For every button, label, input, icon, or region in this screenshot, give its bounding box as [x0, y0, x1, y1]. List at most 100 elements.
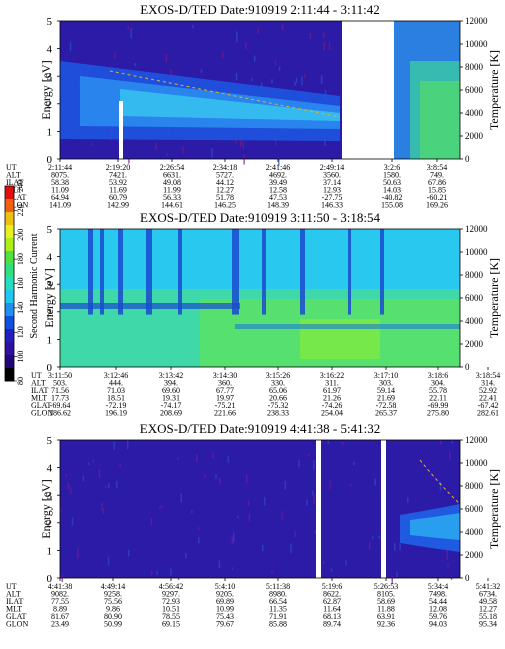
orbit-cell-mlt: 10.51 [162, 605, 180, 614]
orbit-row-label: ALT [31, 379, 46, 388]
segment-right-peak [420, 81, 460, 159]
noise-mark [198, 527, 200, 530]
noise-mark [313, 494, 315, 504]
noise-mark [323, 560, 325, 565]
noise-mark [295, 77, 298, 83]
orbit-cell-mlt: 12.27 [479, 605, 497, 614]
orbit-row-label: UT [6, 582, 17, 591]
orbit-cell-alt: 503. [53, 379, 67, 388]
noise-mark [237, 515, 239, 518]
noise-mark [69, 487, 72, 495]
orbit-cell-alt: 444. [109, 379, 123, 388]
orbit-cell-alt: 749. [430, 171, 444, 180]
y2-tick-label: 0 [465, 154, 470, 164]
orbit-cell-ut: 5:4:10 [215, 582, 235, 591]
energy-band-peak [120, 89, 340, 121]
orbit-cell-ut: 3:15:26 [266, 371, 290, 380]
orbit-cell-glon: 254.04 [321, 409, 343, 418]
noise-mark [396, 571, 398, 577]
orbit-cell-mlt: 17.73 [51, 394, 69, 403]
orbit-cell-ut: 3:18:6 [428, 371, 448, 380]
y-tick-label: 0 [47, 362, 53, 374]
noise-mark [321, 441, 324, 444]
colorbar-swatch [5, 355, 14, 369]
noise-mark [107, 556, 110, 566]
noise-mark [218, 560, 221, 569]
noise-mark [227, 455, 230, 463]
noise-mark [306, 499, 308, 506]
orbit-cell-glat: -75.32 [268, 401, 289, 410]
noise-mark [71, 517, 74, 526]
orbit-row-label: GLAT [6, 612, 27, 621]
y2-tick-label: 12000 [465, 224, 488, 234]
orbit-cell-glon: 265.37 [375, 409, 397, 418]
noise-mark [88, 462, 90, 466]
noise-mark [77, 548, 79, 559]
orbit-cell-mlt: 11.88 [377, 605, 395, 614]
noise-mark [150, 518, 153, 525]
orbit-cell-ilat: 37.14 [323, 178, 341, 187]
orbit-row-label: UT [6, 163, 17, 172]
y-tick-label: 4 [47, 44, 53, 56]
orbit-cell-mlt: 18.51 [107, 394, 125, 403]
y2-tick-label: 0 [465, 573, 470, 583]
orbit-cell-glat: 64.94 [51, 193, 69, 202]
orbit-cell-ilat: 77.55 [51, 597, 69, 606]
orbit-row-label: ILAT [6, 178, 23, 187]
noise-mark [320, 75, 323, 85]
noise-mark [281, 511, 284, 520]
noise-mark [211, 148, 213, 158]
colorbar-swatch [5, 290, 14, 304]
y2-tick-label: 2000 [465, 131, 484, 141]
noise-mark [271, 79, 273, 84]
orbit-cell-alt: 7421. [109, 171, 127, 180]
noise-mark [372, 535, 374, 540]
chart-title: EXOS-D/TED Date:910919 2:11:44 - 3:11:42 [140, 2, 380, 17]
orbit-cell-mlt: 10.99 [216, 605, 234, 614]
orbit-cell-glat: -40.82 [382, 193, 403, 202]
blue-streak [88, 229, 93, 315]
orbit-cell-mlt: 11.09 [51, 186, 69, 195]
orbit-cell-glon: 186.62 [49, 409, 71, 418]
noise-mark [274, 59, 277, 66]
noise-mark [345, 560, 347, 566]
noise-mark [130, 27, 132, 39]
orbit-cell-glat: 81.67 [51, 612, 69, 621]
colorbar-swatch [5, 368, 14, 382]
colorbar-swatch [5, 303, 14, 317]
noise-mark [198, 537, 200, 544]
noise-mark [271, 570, 273, 573]
orbit-cell-glon: 23.49 [51, 620, 69, 629]
spectrogram-panel-3: EXOS-D/TED Date:910919 4:41:38 - 5:41:32… [6, 421, 501, 629]
orbit-cell-ut: 5:26:53 [374, 582, 398, 591]
orbit-cell-ut: 4:49:14 [101, 582, 125, 591]
noise-mark [60, 507, 62, 513]
noise-mark [212, 452, 214, 459]
colorbar-tick-label: 240 [16, 180, 25, 192]
y2-tick-label: 8000 [465, 62, 484, 72]
noise-mark [327, 440, 330, 445]
orbit-cell-ut: 3:12:46 [104, 371, 128, 380]
orbit-row-label: UT [31, 371, 42, 380]
orbit-cell-glat: 60.79 [109, 193, 127, 202]
orbit-cell-glat: -74.17 [161, 401, 182, 410]
y2-tick-label: 2000 [465, 550, 484, 560]
orbit-cell-ut: 3:16:22 [320, 371, 344, 380]
noise-mark [215, 474, 217, 479]
orbit-cell-ilat: 54.44 [429, 597, 447, 606]
energy-band-core [410, 513, 460, 540]
orbit-cell-mlt: 19.97 [216, 394, 234, 403]
orbit-cell-mlt: 20.66 [269, 394, 287, 403]
y-tick-label: 2 [47, 99, 53, 111]
orbit-cell-glon: 275.80 [427, 409, 449, 418]
y2-tick-label: 10000 [465, 458, 488, 468]
orbit-cell-glat: 78.55 [162, 612, 180, 621]
orbit-cell-ilat: 52.92 [479, 386, 497, 395]
colorbar-tick-label: 80 [16, 377, 25, 385]
orbit-cell-mlt: 11.99 [163, 186, 181, 195]
noise-mark [406, 497, 409, 503]
orbit-cell-ilat: 49.58 [479, 597, 497, 606]
y-tick-label: 5 [47, 224, 53, 236]
chart-title: EXOS-D/TED Date:910919 3:11:50 - 3:18:54 [140, 210, 380, 225]
orbit-cell-ut: 2:26:54 [160, 163, 184, 172]
